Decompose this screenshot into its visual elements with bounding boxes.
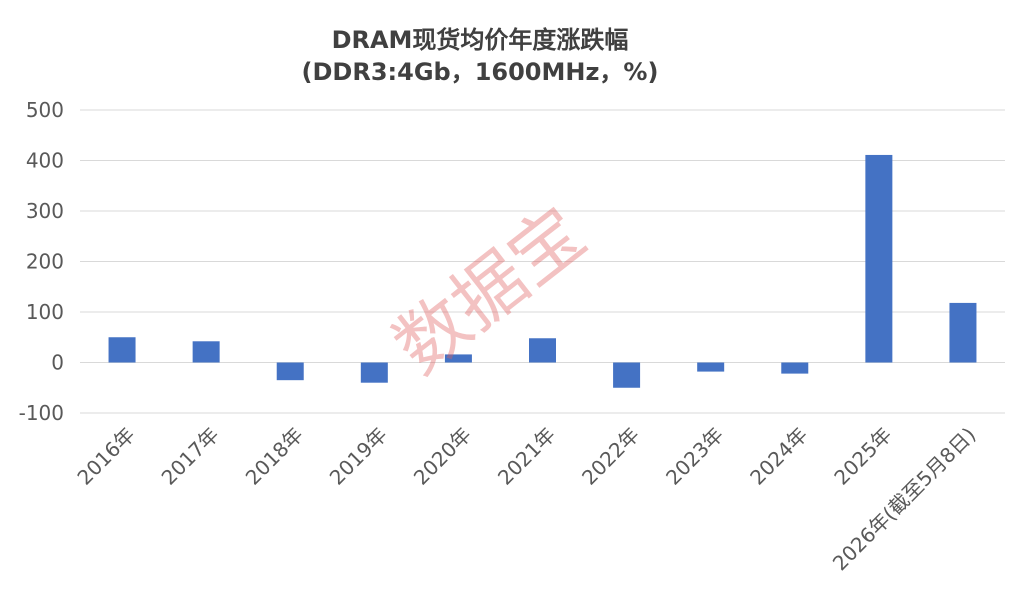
x-tick-label: 2026年(截至5月8日) [828, 423, 981, 576]
bar [276, 362, 304, 381]
x-tick-label: 2016年 [72, 423, 139, 490]
bar [697, 362, 725, 372]
bar [949, 302, 977, 363]
bar [781, 362, 809, 374]
x-tick-label: 2018年 [241, 423, 308, 490]
chart-title: DRAM现货均价年度涨跌幅 [331, 26, 629, 54]
bar [192, 341, 220, 363]
x-tick-label: 2020年 [409, 423, 476, 490]
bar [360, 362, 388, 383]
chart-subtitle: (DDR3:4Gb，1600MHz，%) [301, 58, 659, 86]
y-tick-label: -100 [19, 401, 64, 425]
watermark: 数据宝 [379, 191, 601, 390]
bar [865, 154, 893, 363]
x-tick-label: 2024年 [745, 423, 812, 490]
bar [108, 337, 136, 363]
x-tick-label: 2021年 [493, 423, 560, 490]
x-tick-label: 2017年 [157, 423, 224, 490]
bar [444, 354, 472, 363]
x-tick-label: 2022年 [577, 423, 644, 490]
y-tick-label: 300 [26, 199, 64, 223]
y-tick-label: 500 [26, 98, 64, 122]
y-tick-label: 400 [26, 149, 64, 173]
y-tick-label: 200 [26, 250, 64, 274]
bar [529, 338, 556, 363]
y-tick-label: 0 [51, 351, 64, 375]
x-tick-label: 2025年 [829, 423, 896, 490]
x-tick-label: 2023年 [661, 423, 728, 490]
x-tick-label: 2019年 [325, 423, 392, 490]
y-tick-label: 100 [26, 300, 64, 324]
bar [613, 362, 641, 388]
